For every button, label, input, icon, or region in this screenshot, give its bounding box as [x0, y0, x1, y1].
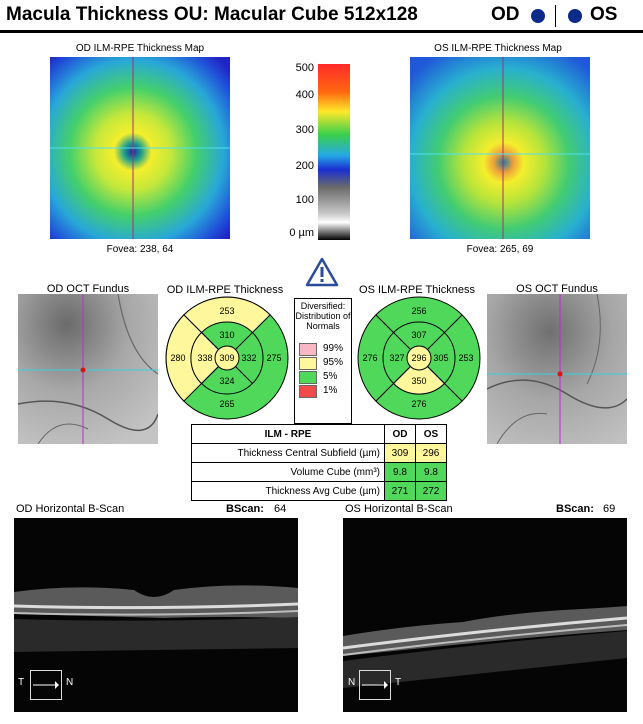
- table-header-parameter: ILM - RPE: [191, 424, 385, 444]
- od-outer-nasal-value: 275: [266, 353, 281, 363]
- arrow-right-icon: [362, 681, 388, 689]
- legend-swatch-5: [299, 371, 317, 384]
- os-outer-inferior-value: 276: [411, 399, 426, 409]
- os-orientation-box: [359, 670, 391, 700]
- legend-title: Diversified: Distribution of Normals: [295, 301, 351, 331]
- os-etdrs-grid: 296 307 305 350 327 256 253 276 276: [357, 296, 481, 420]
- od-eye-label: OD: [491, 4, 520, 25]
- row-od-value: 9.8: [384, 462, 416, 482]
- legend-label-99: 99%: [323, 343, 344, 354]
- table-header-od: OD: [384, 424, 416, 444]
- od-center-value: 309: [219, 353, 234, 363]
- od-orientation-box: [30, 670, 62, 700]
- os-inner-nasal-value: 305: [433, 353, 448, 363]
- os-fovea-position: Fovea: 265, 69: [466, 244, 534, 255]
- od-inner-temporal-value: 338: [197, 353, 212, 363]
- od-bscan-number: 64: [274, 503, 287, 515]
- od-inner-nasal-value: 332: [241, 353, 256, 363]
- od-thickness-map-title: OD ILM-RPE Thickness Map: [75, 43, 205, 54]
- od-outer-inferior-value: 265: [219, 399, 234, 409]
- eye-separator: [555, 5, 556, 27]
- legend-label-95: 95%: [323, 357, 344, 368]
- color-bar-label: 100: [295, 194, 314, 206]
- os-center-value: 296: [411, 353, 426, 363]
- os-bscan-title: OS Horizontal B-Scan: [345, 503, 453, 515]
- legend-label-1: 1%: [323, 385, 338, 396]
- od-thickness-map: [50, 57, 230, 239]
- od-eye-dot-icon: [531, 9, 545, 23]
- row-label: Thickness Central Subfield (µm): [191, 443, 385, 463]
- legend-swatch-95: [299, 357, 317, 370]
- od-orientation-left: T: [18, 677, 25, 688]
- os-orientation-left: N: [348, 677, 356, 688]
- od-etdrs-grid: 309 310 332 324 338 253 275 265 280: [165, 296, 289, 420]
- od-fundus-image: [18, 294, 158, 444]
- os-etdrs-title: OS ILM-RPE Thickness: [359, 284, 475, 296]
- os-fundus-image: [487, 294, 627, 444]
- os-eye-dot-icon: [568, 9, 582, 23]
- header-rule: [0, 30, 643, 33]
- row-label: Volume Cube (mm³): [191, 462, 385, 482]
- row-od-value: 309: [384, 443, 416, 463]
- table-row: Volume Cube (mm³) 9.8 9.8: [191, 462, 447, 482]
- od-inner-inferior-value: 324: [219, 376, 234, 386]
- color-bar-label: 0 µm: [289, 227, 314, 239]
- os-outer-nasal-value: 253: [458, 353, 473, 363]
- os-inner-superior-value: 307: [411, 330, 426, 340]
- thickness-color-bar: [318, 64, 350, 240]
- legend-swatch-99: [299, 343, 317, 356]
- os-eye-label: OS: [590, 4, 618, 25]
- color-bar-label: 300: [295, 124, 314, 136]
- normals-legend: Diversified: Distribution of Normals 99%…: [294, 298, 352, 424]
- od-fovea-position: Fovea: 238, 64: [106, 244, 174, 255]
- od-inner-superior-value: 310: [219, 330, 234, 340]
- color-bar-label: 200: [295, 160, 314, 172]
- os-thickness-map-title: OS ILM-RPE Thickness Map: [434, 43, 562, 54]
- os-fundus-title: OS OCT Fundus: [516, 283, 598, 295]
- od-fundus-title: OD OCT Fundus: [46, 283, 130, 295]
- od-outer-temporal-value: 280: [170, 353, 185, 363]
- table-row: Thickness Avg Cube (µm) 271 272: [191, 481, 447, 501]
- os-bscan-number: 69: [603, 503, 616, 515]
- legend-swatch-1: [299, 385, 317, 398]
- os-inner-temporal-value: 327: [389, 353, 404, 363]
- table-header-os: OS: [415, 424, 447, 444]
- row-os-value: 296: [415, 443, 447, 463]
- os-orientation-right: T: [395, 677, 402, 688]
- warning-icon[interactable]: [305, 257, 339, 287]
- od-bscan-title: OD Horizontal B-Scan: [16, 503, 125, 515]
- legend-label-5: 5%: [323, 371, 338, 382]
- color-bar-label: 400: [295, 89, 314, 101]
- os-bscan-label: BScan:: [556, 503, 594, 515]
- os-outer-temporal-value: 276: [362, 353, 377, 363]
- row-os-value: 272: [415, 481, 447, 501]
- od-orientation-right: N: [66, 677, 74, 688]
- os-inner-inferior-value: 350: [411, 376, 426, 386]
- table-row: Thickness Central Subfield (µm) 309 296: [191, 443, 447, 463]
- od-outer-superior-value: 253: [219, 306, 234, 316]
- color-bar-label: 500: [295, 62, 314, 74]
- od-etdrs-title: OD ILM-RPE Thickness: [166, 284, 284, 296]
- os-outer-superior-value: 256: [411, 306, 426, 316]
- report-title: Macula Thickness OU: Macular Cube 512x12…: [6, 4, 418, 25]
- thickness-summary-table: ILM - RPE OD OS Thickness Central Subfie…: [191, 424, 447, 501]
- os-thickness-map: [410, 57, 590, 239]
- row-os-value: 9.8: [415, 462, 447, 482]
- row-od-value: 271: [384, 481, 416, 501]
- arrow-right-icon: [33, 681, 59, 689]
- row-label: Thickness Avg Cube (µm): [191, 481, 385, 501]
- od-bscan-label: BScan:: [226, 503, 264, 515]
